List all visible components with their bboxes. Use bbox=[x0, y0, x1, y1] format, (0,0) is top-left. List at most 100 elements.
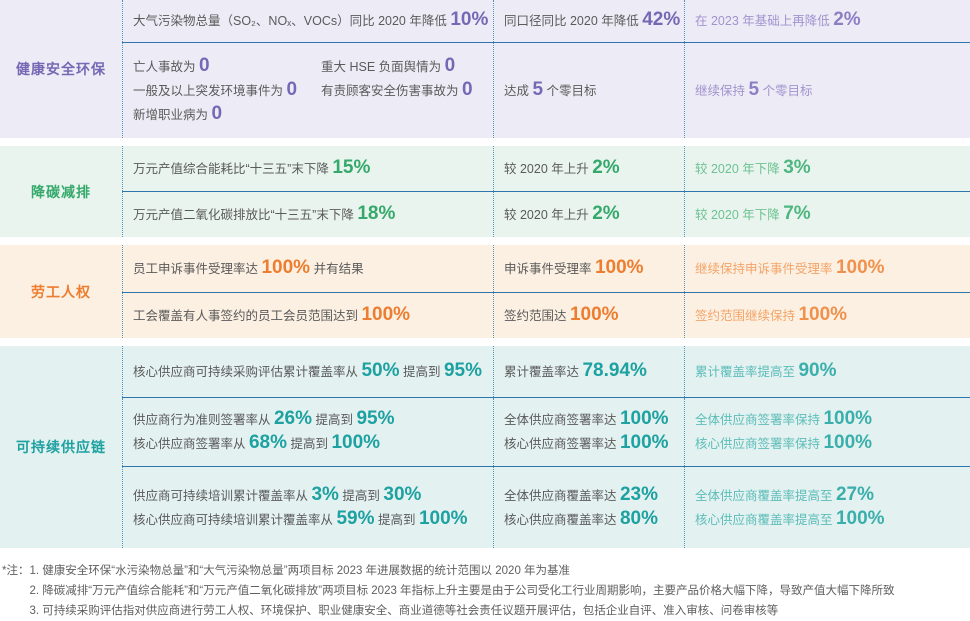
footnote-list: 1. 健康安全环保“水污染物总量”和“大气污染物总量”两项目标 2023 年进展… bbox=[29, 561, 894, 621]
metric-text: 提高到 bbox=[399, 364, 444, 379]
metric-text: 较 2020 年下降 bbox=[695, 161, 784, 176]
metric-value: 18% bbox=[357, 202, 396, 224]
progress-cell: 达成 5 个零目标 bbox=[493, 43, 684, 138]
footnote-marker: *注： bbox=[2, 565, 30, 577]
metric-value: 100% bbox=[835, 507, 885, 529]
metric-text: 重大 HSE 负面舆情为 bbox=[321, 59, 445, 74]
table-row: 万元产值二氧化碳排放比“十三五”末下降 18% 较 2020 年上升 2% 较 20… bbox=[122, 191, 970, 237]
metric-value: 100% bbox=[619, 408, 669, 429]
plan-cell: 全体供应商签署率保持 100% 核心供应商签署率保持 100% bbox=[684, 398, 970, 466]
metric-value: 30% bbox=[383, 483, 422, 505]
metric-value: 100% bbox=[835, 256, 885, 278]
metric-value: 59% bbox=[336, 507, 375, 529]
metric-text: 签约范围继续保持 bbox=[695, 308, 799, 323]
progress-cell: 全体供应商签署率达 100% 核心供应商签署率达 100% bbox=[493, 398, 684, 466]
metric-value: 100% bbox=[261, 256, 311, 278]
metric-line: 核心供应商签署率从 68% 提高到 100% bbox=[133, 432, 489, 456]
metric-line: 核心供应商签署率达 100% bbox=[504, 432, 680, 456]
metric-text: 较 2020 年下降 bbox=[695, 207, 784, 222]
section-carbon: 降碳减排 万元产值综合能耗比“十三五”末下降 15% 较 2020 年上升 2% 较 … bbox=[0, 146, 970, 237]
metric-text: 签约范围达 bbox=[504, 308, 570, 323]
metric-text: 个零目标 bbox=[759, 83, 813, 98]
category-cell: 可持续供应链 bbox=[0, 346, 122, 548]
metric-text: 并有结果 bbox=[310, 261, 364, 276]
metric-value: 100% bbox=[619, 432, 669, 453]
metric-text: 万元产值综合能耗比“十三五”末下降 bbox=[133, 161, 333, 176]
metric-text: 全体供应商签署率达 bbox=[504, 413, 620, 427]
progress-cell: 申诉事件受理率 100% bbox=[493, 245, 684, 292]
metric-text: 核心供应商可持续采购评估累计覆盖率从 bbox=[133, 364, 362, 379]
metric-line: 累计覆盖率达 78.94% bbox=[504, 360, 680, 384]
metric-line: 累计覆盖率提高至 90% bbox=[695, 360, 966, 384]
metric-text: 核心供应商签署率从 bbox=[133, 437, 249, 451]
progress-cell: 同口径同比 2020 年降低 42% bbox=[493, 0, 684, 42]
metric-line: 核心供应商可持续培训累计覆盖率从 59% 提高到 100% bbox=[133, 508, 489, 532]
metric-line: 全体供应商覆盖率提高至 27% bbox=[695, 484, 966, 508]
metric-text: 万元产值二氧化碳排放比“十三五”末下降 bbox=[133, 207, 358, 222]
plan-cell: 累计覆盖率提高至 90% bbox=[684, 346, 970, 397]
metric-value: 2% bbox=[833, 9, 861, 30]
metric-value: 2% bbox=[592, 156, 620, 178]
metric-line: 万元产值综合能耗比“十三五”末下降 15% bbox=[133, 157, 489, 181]
metric-value: 0 bbox=[461, 78, 473, 100]
metric-text: 较 2020 年上升 bbox=[504, 207, 593, 222]
goal-cell: 工会覆盖有人事签约的员工会员范围达到 100% bbox=[122, 293, 493, 338]
table-row: 万元产值综合能耗比“十三五”末下降 15% 较 2020 年上升 2% 较 2020… bbox=[122, 146, 970, 191]
section-content: 核心供应商可持续采购评估累计覆盖率从 50% 提高到 95% 累计覆盖率达 78.… bbox=[122, 346, 970, 548]
metric-line: 亡人事故为 0 bbox=[133, 55, 321, 79]
footnotes: *注： 1. 健康安全环保“水污染物总量”和“大气污染物总量”两项目标 2023… bbox=[2, 561, 970, 621]
progress-cell: 较 2020 年上升 2% bbox=[493, 192, 684, 237]
goal-cell: 万元产值综合能耗比“十三五”末下降 15% bbox=[122, 146, 493, 191]
metric-line: 核心供应商覆盖率提高至 100% bbox=[695, 508, 966, 532]
table-row: 供应商可持续培训累计覆盖率从 3% 提高到 30% 核心供应商可持续培训累计覆盖率… bbox=[122, 466, 970, 548]
metric-value: 100% bbox=[331, 432, 381, 453]
metric-line: 供应商行为准则签署率从 26% 提高到 95% bbox=[133, 408, 489, 432]
plan-cell: 签约范围继续保持 100% bbox=[684, 293, 970, 338]
progress-cell: 全体供应商覆盖率达 23% 核心供应商覆盖率达 80% bbox=[493, 467, 684, 548]
metric-value: 95% bbox=[443, 359, 482, 381]
metric-line: 一般及以上突发环境事件为 0 bbox=[133, 79, 321, 103]
metric-line: 签约范围继续保持 100% bbox=[695, 304, 966, 328]
plan-cell: 较 2020 年下降 3% bbox=[684, 146, 970, 191]
progress-cell: 较 2020 年上升 2% bbox=[493, 146, 684, 191]
metric-value: 68% bbox=[248, 432, 288, 453]
metric-value: 5 bbox=[748, 78, 760, 100]
metric-text: 核心供应商可持续培训累计覆盖率从 bbox=[133, 512, 337, 527]
table-row: 亡人事故为 0 一般及以上突发环境事件为 0 新增职业病为 0 重大 HSE 负面舆情… bbox=[122, 42, 970, 138]
metric-line: 签约范围达 100% bbox=[504, 304, 680, 328]
metric-value: 100% bbox=[594, 256, 644, 278]
section-content: 大气污染物总量（SO₂、NOₓ、VOCs）同比 2020 年降低 10% 同口径同… bbox=[122, 0, 970, 138]
metric-value: 90% bbox=[798, 359, 837, 381]
metric-line: 重大 HSE 负面舆情为 0 bbox=[321, 55, 473, 79]
metric-text: 达成 bbox=[504, 83, 533, 98]
metric-line: 全体供应商签署率保持 100% bbox=[695, 408, 966, 432]
section-hse: 健康安全环保 大气污染物总量（SO₂、NOₓ、VOCs）同比 2020 年降低 1… bbox=[0, 0, 970, 138]
metric-text: 工会覆盖有人事签约的员工会员范围达到 bbox=[133, 308, 362, 323]
metric-text: 有责顾客安全伤害事故为 bbox=[321, 83, 462, 98]
goal-subcolumn: 亡人事故为 0 一般及以上突发环境事件为 0 新增职业病为 0 bbox=[133, 55, 321, 127]
metric-value: 2% bbox=[592, 202, 620, 224]
metric-text: 核心供应商覆盖率提高至 bbox=[695, 512, 836, 527]
metric-value: 80% bbox=[619, 507, 659, 529]
metric-text: 全体供应商覆盖率达 bbox=[504, 488, 620, 503]
metric-line: 较 2020 年上升 2% bbox=[504, 203, 680, 227]
section-labor: 劳工人权 员工申诉事件受理率达 100% 并有结果 申诉事件受理率 100% 继续保持… bbox=[0, 245, 970, 338]
goal-cell: 核心供应商可持续采购评估累计覆盖率从 50% 提高到 95% bbox=[122, 346, 493, 397]
metric-line: 达成 5 个零目标 bbox=[504, 79, 680, 103]
category-label: 降碳减排 bbox=[31, 183, 91, 200]
metric-text: 员工申诉事件受理率达 bbox=[133, 261, 262, 276]
metric-text: 全体供应商签署率保持 bbox=[695, 413, 824, 427]
metric-text: 提高到 bbox=[374, 512, 419, 527]
metric-line: 大气污染物总量（SO₂、NOₓ、VOCs）同比 2020 年降低 10% bbox=[133, 9, 489, 33]
metric-line: 较 2020 年上升 2% bbox=[504, 157, 680, 181]
table-row: 核心供应商可持续采购评估累计覆盖率从 50% 提高到 95% 累计覆盖率达 78.… bbox=[122, 346, 970, 397]
metric-line: 核心供应商覆盖率达 80% bbox=[504, 508, 680, 532]
metric-line: 万元产值二氧化碳排放比“十三五”末下降 18% bbox=[133, 203, 489, 227]
metric-value: 42% bbox=[642, 9, 681, 30]
metric-value: 100% bbox=[823, 408, 873, 429]
category-label: 可持续供应链 bbox=[16, 439, 106, 455]
metric-line: 员工申诉事件受理率达 100% 并有结果 bbox=[133, 257, 489, 281]
metric-value: 78.94% bbox=[582, 359, 647, 381]
category-cell: 健康安全环保 bbox=[0, 0, 122, 138]
metric-line: 供应商可持续培训累计覆盖率从 3% 提高到 30% bbox=[133, 484, 489, 508]
